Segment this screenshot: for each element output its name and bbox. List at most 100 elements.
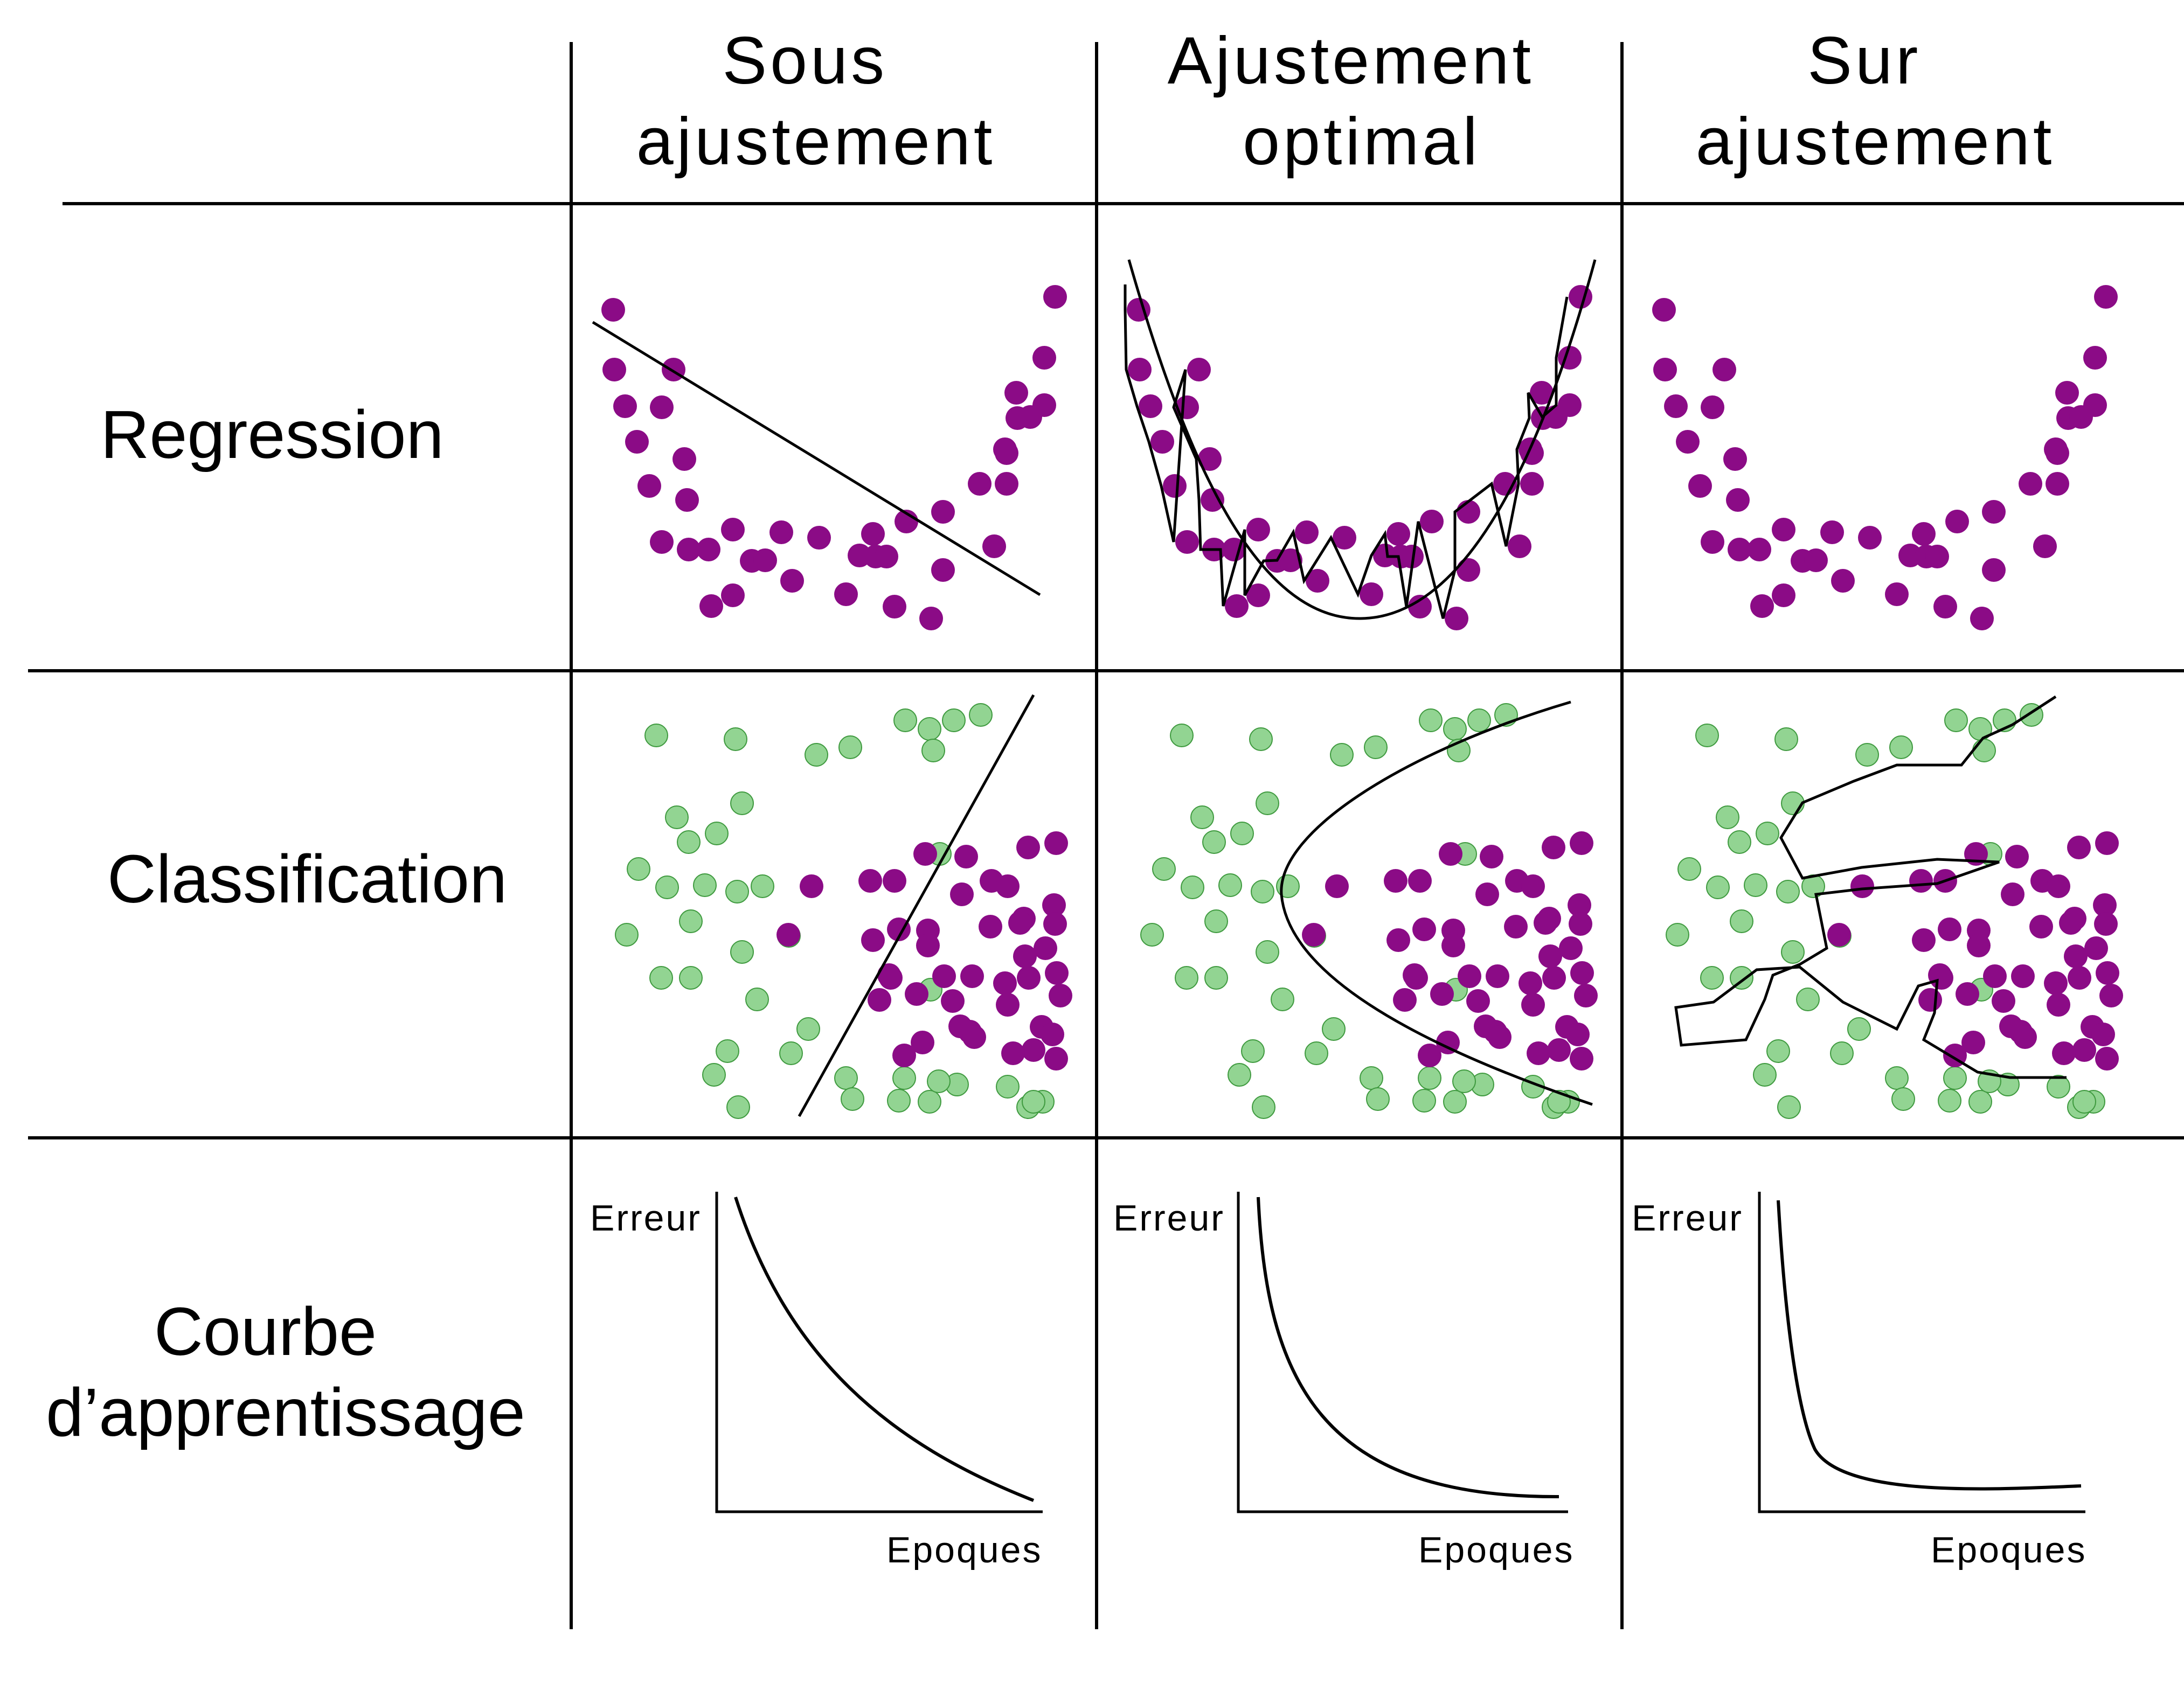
class-a-point (1408, 869, 1432, 893)
class-a-point (1820, 520, 1844, 544)
row-label-line: d’apprentissage (46, 1374, 525, 1450)
x-axis-label: Epoques (1418, 1530, 1574, 1570)
class-b-point (2047, 1075, 2070, 1099)
class-b-point (1360, 1066, 1383, 1090)
class-a-point (1983, 964, 2007, 988)
row-label-line: Classification (107, 841, 507, 917)
class-a-point (780, 569, 804, 593)
class-a-point (1295, 520, 1319, 544)
class-a-point (1652, 298, 1676, 322)
class-a-point (753, 548, 777, 572)
class-b-point (1418, 1066, 1441, 1090)
class-b-point (1443, 1090, 1467, 1114)
class-a-point (602, 358, 626, 381)
class-a-point (1570, 961, 1594, 985)
class-b-point (834, 1066, 858, 1090)
class-a-point (1246, 583, 1270, 607)
class-a-point (1508, 534, 1531, 558)
class-b-point (693, 873, 717, 897)
class-a-point (1558, 393, 1582, 417)
class-a-point (1386, 522, 1410, 546)
class-a-point (625, 430, 649, 454)
class-b-point (1943, 1066, 1967, 1090)
y-axis-label: Erreur (1113, 1198, 1225, 1239)
column-header-optimal: Ajustement optimal (1168, 24, 1556, 179)
class-a-point (1430, 982, 1454, 1006)
class-a-point (1912, 928, 1936, 952)
class-a-point (919, 607, 943, 630)
class-a-point (1032, 346, 1056, 370)
class-a-point (1982, 558, 2006, 582)
class-b-point (1230, 822, 1254, 845)
class-b-point (2072, 1090, 2096, 1114)
class-a-point (883, 869, 906, 893)
class-a-point (1574, 984, 1598, 1007)
class-b-point (1228, 1063, 1251, 1087)
class-a-point (1723, 447, 1747, 471)
class-b-point (1891, 1087, 1915, 1111)
class-b-point (796, 1017, 820, 1041)
class-b-point (838, 735, 862, 759)
class-a-point (916, 934, 940, 957)
class-b-point (942, 708, 966, 732)
class-b-point (1252, 1095, 1275, 1119)
row-label-line: Regression (100, 397, 443, 472)
class-a-point (905, 982, 928, 1006)
class-a-point (1458, 964, 1481, 988)
class-b-point (1666, 923, 1689, 947)
learning-curve-axes (1237, 1192, 1568, 1513)
class-a-point (883, 595, 906, 618)
class-b-point (1452, 1069, 1476, 1093)
class-b-point (725, 880, 749, 903)
class-a-point (1688, 474, 1712, 498)
class-b-point (969, 703, 993, 727)
class-a-point (1457, 558, 1480, 582)
class-a-point (2096, 961, 2119, 985)
class-a-point (1439, 842, 1462, 866)
class-b-point (918, 1090, 941, 1114)
class-b-point (1419, 708, 1443, 732)
class-a-point (1393, 988, 1417, 1012)
class-a-point (1001, 1041, 1025, 1065)
table-grid (28, 42, 2184, 1629)
fit-line (592, 321, 1041, 596)
class-a-point (1163, 474, 1187, 498)
class-a-point (861, 522, 885, 546)
class-b-point (745, 988, 769, 1011)
class-a-point (962, 1025, 986, 1049)
class-b-point (921, 739, 945, 762)
class-a-point (858, 869, 882, 893)
class-b-point (1251, 880, 1274, 903)
class-b-point (730, 791, 754, 815)
class-a-point (2099, 984, 2123, 1007)
x-axis-label: Epoques (1931, 1530, 2086, 1570)
class-a-point (1049, 984, 1072, 1007)
class-a-point (1044, 1047, 1068, 1071)
class-a-point (650, 395, 674, 419)
class-b-point (1022, 1090, 1045, 1114)
class-b-point (1777, 1095, 1801, 1119)
row-label-regression: Regression (100, 397, 443, 472)
learning-curve-optimal-panel: Erreur Epoques (1113, 1192, 1574, 1570)
class-a-point (1750, 594, 1774, 618)
class-a-point (996, 993, 1020, 1017)
class-a-point (982, 534, 1006, 558)
y-axis-label: Erreur (590, 1198, 702, 1239)
class-a-point (1032, 393, 1056, 417)
class-a-point (1175, 530, 1199, 554)
class-b-point (1271, 988, 1294, 1011)
class-a-point (650, 530, 674, 554)
learning-curve-axes (1758, 1192, 2085, 1513)
class-a-point (1418, 1044, 1441, 1067)
class-b-point (1202, 830, 1226, 854)
class-a-point (1246, 518, 1270, 541)
class-a-point (1504, 915, 1528, 939)
class-a-point (1201, 488, 1224, 512)
class-a-point (807, 526, 831, 550)
class-a-point (1150, 430, 1174, 454)
class-a-point (1653, 358, 1677, 381)
class-a-point (1306, 569, 1329, 593)
class-b-point (1695, 724, 1719, 747)
class-b-point (665, 805, 689, 829)
